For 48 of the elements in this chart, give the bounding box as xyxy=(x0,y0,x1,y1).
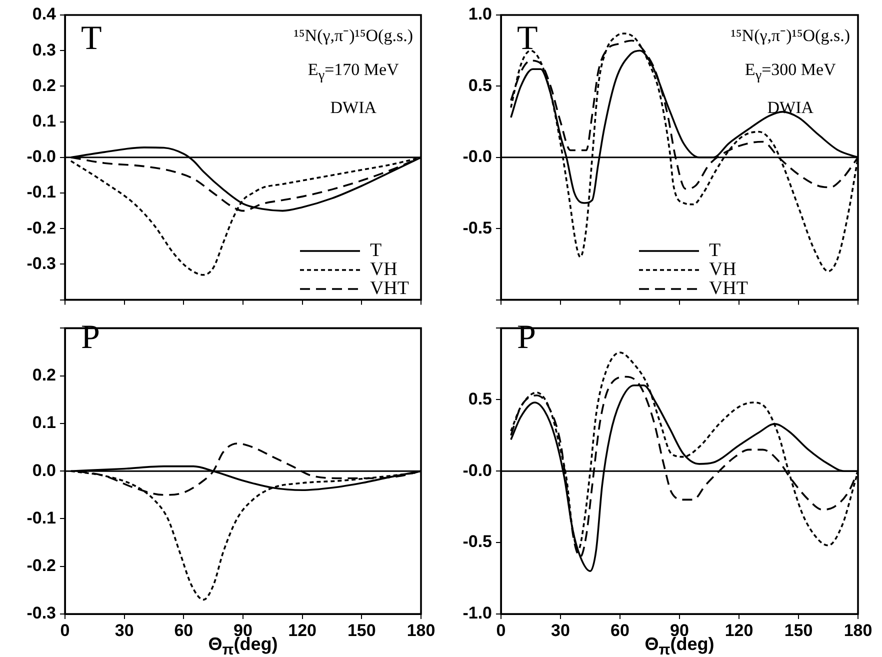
legend-label: VHT xyxy=(370,278,409,299)
annotation: E$_{γ}$=170 MeV xyxy=(306,60,400,84)
y-tick-label: 0.5 xyxy=(468,76,492,95)
y-tick-label: 0.3 xyxy=(32,40,56,60)
x-tick-label: 0 xyxy=(496,620,506,640)
y-tick-label: 0.1 xyxy=(32,413,56,432)
legend-label: T xyxy=(370,240,382,261)
y-tick-label: 0.2 xyxy=(32,76,56,95)
y-tick-label: -0.0 xyxy=(462,460,492,480)
x-tick-label: 60 xyxy=(610,620,630,640)
y-tick-label: -0.2 xyxy=(26,218,56,238)
y-tick-label: -0.5 xyxy=(462,218,492,238)
x-tick-label: 180 xyxy=(844,620,872,640)
x-tick-label: 150 xyxy=(347,620,376,640)
x-tick-label: 120 xyxy=(288,620,317,640)
y-tick-label: -0.3 xyxy=(26,254,56,273)
x-tick-label: 30 xyxy=(114,620,134,640)
legend-label: VHT xyxy=(708,278,748,299)
annotation: DWIA xyxy=(766,98,815,118)
annotation: T xyxy=(517,20,538,57)
y-tick-label: -0.5 xyxy=(462,532,492,552)
annotation: T xyxy=(81,20,102,57)
y-tick-label: -0.0 xyxy=(462,147,492,166)
y-tick-label: 0.1 xyxy=(32,111,56,130)
y-tick-label: 1.0 xyxy=(468,4,492,24)
annotation: DWIA xyxy=(329,98,378,118)
x-tick-label: 60 xyxy=(174,620,194,640)
x-tick-label: 180 xyxy=(406,620,436,640)
y-tick-label: -0.1 xyxy=(26,182,56,202)
y-tick-label: -0.1 xyxy=(26,508,56,528)
x-tick-label: 150 xyxy=(784,620,813,640)
legend-label: VH xyxy=(370,259,398,280)
annotation: ¹⁵N(γ,π⁻)¹⁵O(g.s.) xyxy=(730,25,850,46)
y-tick-label: 0.0 xyxy=(32,460,56,480)
y-tick-label: -0.2 xyxy=(26,556,56,576)
y-tick-label: -0.3 xyxy=(26,604,56,623)
legend-label: T xyxy=(708,240,721,261)
y-tick-label: 0.2 xyxy=(32,366,56,385)
x-tick-label: 120 xyxy=(724,620,754,640)
y-tick-label: 0.5 xyxy=(468,389,492,408)
x-tick-label: 30 xyxy=(551,620,570,640)
x-tick-label: 0 xyxy=(60,620,70,640)
y-tick-label: -0.0 xyxy=(26,147,56,166)
annotation: ¹⁵N(γ,π⁻)¹⁵O(g.s.) xyxy=(294,25,413,46)
legend-label: VH xyxy=(708,259,736,280)
y-tick-label: -1.0 xyxy=(462,604,492,623)
y-tick-label: 0.4 xyxy=(32,4,57,24)
annotation: E$_{γ}$=300 MeV xyxy=(744,60,837,84)
